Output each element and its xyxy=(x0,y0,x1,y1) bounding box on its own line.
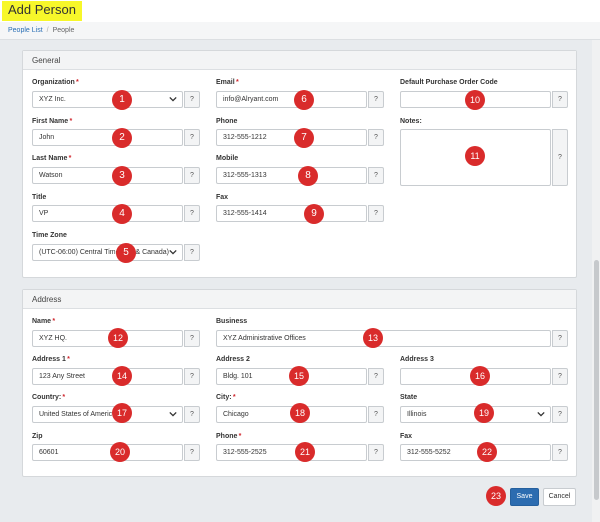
callout-badge: 16 xyxy=(470,366,490,386)
address1-label: Address 1* xyxy=(32,356,70,363)
state-label: State xyxy=(400,394,418,401)
zip-label: Zip xyxy=(32,433,43,440)
zip-help-button[interactable]: ? xyxy=(184,444,200,461)
breadcrumb-current: People xyxy=(52,27,75,34)
mobile-help-button[interactable]: ? xyxy=(368,167,384,184)
address-phone-label: Phone* xyxy=(216,433,242,440)
address-name-input[interactable]: XYZ HQ. xyxy=(32,330,183,347)
callout-badge: 20 xyxy=(110,442,130,462)
time-zone-select[interactable]: (UTC-06:00) Central Time (US & Canada) xyxy=(32,244,183,261)
save-button[interactable]: Save xyxy=(510,488,539,506)
address-phone-input[interactable]: 312-555-2525 xyxy=(216,444,367,461)
chevron-down-icon xyxy=(537,411,545,417)
address1-help-button[interactable]: ? xyxy=(184,368,200,385)
last-name-input[interactable]: Watson xyxy=(32,167,183,184)
callout-badge: 8 xyxy=(298,166,318,186)
organization-select[interactable]: XYZ Inc. xyxy=(32,91,183,108)
callout-badge: 10 xyxy=(465,90,485,110)
mobile-input[interactable]: 312-555-1313 xyxy=(216,167,367,184)
notes-help-button[interactable]: ? xyxy=(552,129,568,186)
organization-help-button[interactable]: ? xyxy=(184,91,200,108)
first-name-help-button[interactable]: ? xyxy=(184,129,200,146)
general-panel: General Organization* XYZ Inc. ? First N… xyxy=(22,50,577,278)
first-name-input[interactable]: John xyxy=(32,129,183,146)
breadcrumb: People List / People xyxy=(0,22,600,40)
email-label: Email* xyxy=(216,79,239,86)
time-zone-help-button[interactable]: ? xyxy=(184,244,200,261)
title-label: Title xyxy=(32,194,47,201)
cancel-button[interactable]: Cancel xyxy=(543,488,576,506)
state-help-button[interactable]: ? xyxy=(552,406,568,423)
organization-label: Organization* xyxy=(32,79,79,86)
business-label: Business xyxy=(216,318,248,325)
callout-badge: 13 xyxy=(363,328,383,348)
first-name-label: First Name* xyxy=(32,118,72,125)
fax-label: Fax xyxy=(216,194,229,201)
address-name-label: Name* xyxy=(32,318,55,325)
country-label: Country:* xyxy=(32,394,65,401)
callout-badge: 22 xyxy=(477,442,497,462)
zip-input[interactable]: 60601 xyxy=(32,444,183,461)
callout-badge: 1 xyxy=(112,90,132,110)
last-name-label: Last Name* xyxy=(32,155,72,162)
business-input[interactable]: XYZ Administrative Offices xyxy=(216,330,551,347)
callout-badge: 17 xyxy=(112,403,132,423)
chevron-down-icon xyxy=(169,96,177,102)
callout-badge: 21 xyxy=(295,442,315,462)
callout-badge: 7 xyxy=(294,128,314,148)
callout-badge: 12 xyxy=(108,328,128,348)
address-panel-heading: Address xyxy=(23,290,576,309)
callout-badge: 3 xyxy=(112,166,132,186)
title-help-button[interactable]: ? xyxy=(184,205,200,222)
phone-help-button[interactable]: ? xyxy=(368,129,384,146)
chevron-down-icon xyxy=(169,249,177,255)
callout-badge: 11 xyxy=(465,146,485,166)
callout-badge: 2 xyxy=(112,128,132,148)
title-input[interactable]: VP xyxy=(32,205,183,222)
phone-label: Phone xyxy=(216,118,238,125)
address-fax-label: Fax xyxy=(400,433,413,440)
chevron-down-icon xyxy=(169,411,177,417)
po-code-help-button[interactable]: ? xyxy=(552,91,568,108)
scrollbar-thumb[interactable] xyxy=(594,260,599,500)
callout-badge: 4 xyxy=(112,204,132,224)
address2-label: Address 2 xyxy=(216,356,250,363)
page-title: Add Person xyxy=(2,1,82,21)
breadcrumb-separator: / xyxy=(46,27,49,34)
city-label: City:* xyxy=(216,394,236,401)
address3-help-button[interactable]: ? xyxy=(552,368,568,385)
address3-label: Address 3 xyxy=(400,356,434,363)
city-help-button[interactable]: ? xyxy=(368,406,384,423)
po-code-label: Default Purchase Order Code xyxy=(400,79,498,86)
callout-badge: 5 xyxy=(116,243,136,263)
time-zone-label: Time Zone xyxy=(32,232,67,239)
callout-badge: 23 xyxy=(486,486,506,506)
address-fax-input[interactable]: 312-555-5252 xyxy=(400,444,551,461)
fax-input[interactable]: 312-555-1414 xyxy=(216,205,367,222)
callout-badge: 19 xyxy=(474,403,494,423)
country-select[interactable]: United States of America xyxy=(32,406,183,423)
address-phone-help-button[interactable]: ? xyxy=(368,444,384,461)
business-help-button[interactable]: ? xyxy=(552,330,568,347)
email-input[interactable]: info@Alryant.com xyxy=(216,91,367,108)
top-bar: Add Person xyxy=(0,0,600,22)
callout-badge: 15 xyxy=(289,366,309,386)
address-name-help-button[interactable]: ? xyxy=(184,330,200,347)
general-panel-heading: General xyxy=(23,51,576,70)
address2-help-button[interactable]: ? xyxy=(368,368,384,385)
phone-input[interactable]: 312-555-1212 xyxy=(216,129,367,146)
callout-badge: 14 xyxy=(112,366,132,386)
country-help-button[interactable]: ? xyxy=(184,406,200,423)
address-fax-help-button[interactable]: ? xyxy=(552,444,568,461)
notes-label: Notes: xyxy=(400,118,422,125)
fax-help-button[interactable]: ? xyxy=(368,205,384,222)
address1-input[interactable]: 123 Any Street xyxy=(32,368,183,385)
callout-badge: 9 xyxy=(304,204,324,224)
callout-badge: 18 xyxy=(290,403,310,423)
email-help-button[interactable]: ? xyxy=(368,91,384,108)
breadcrumb-people-list-link[interactable]: People List xyxy=(8,27,43,34)
mobile-label: Mobile xyxy=(216,155,239,162)
callout-badge: 6 xyxy=(294,90,314,110)
last-name-help-button[interactable]: ? xyxy=(184,167,200,184)
